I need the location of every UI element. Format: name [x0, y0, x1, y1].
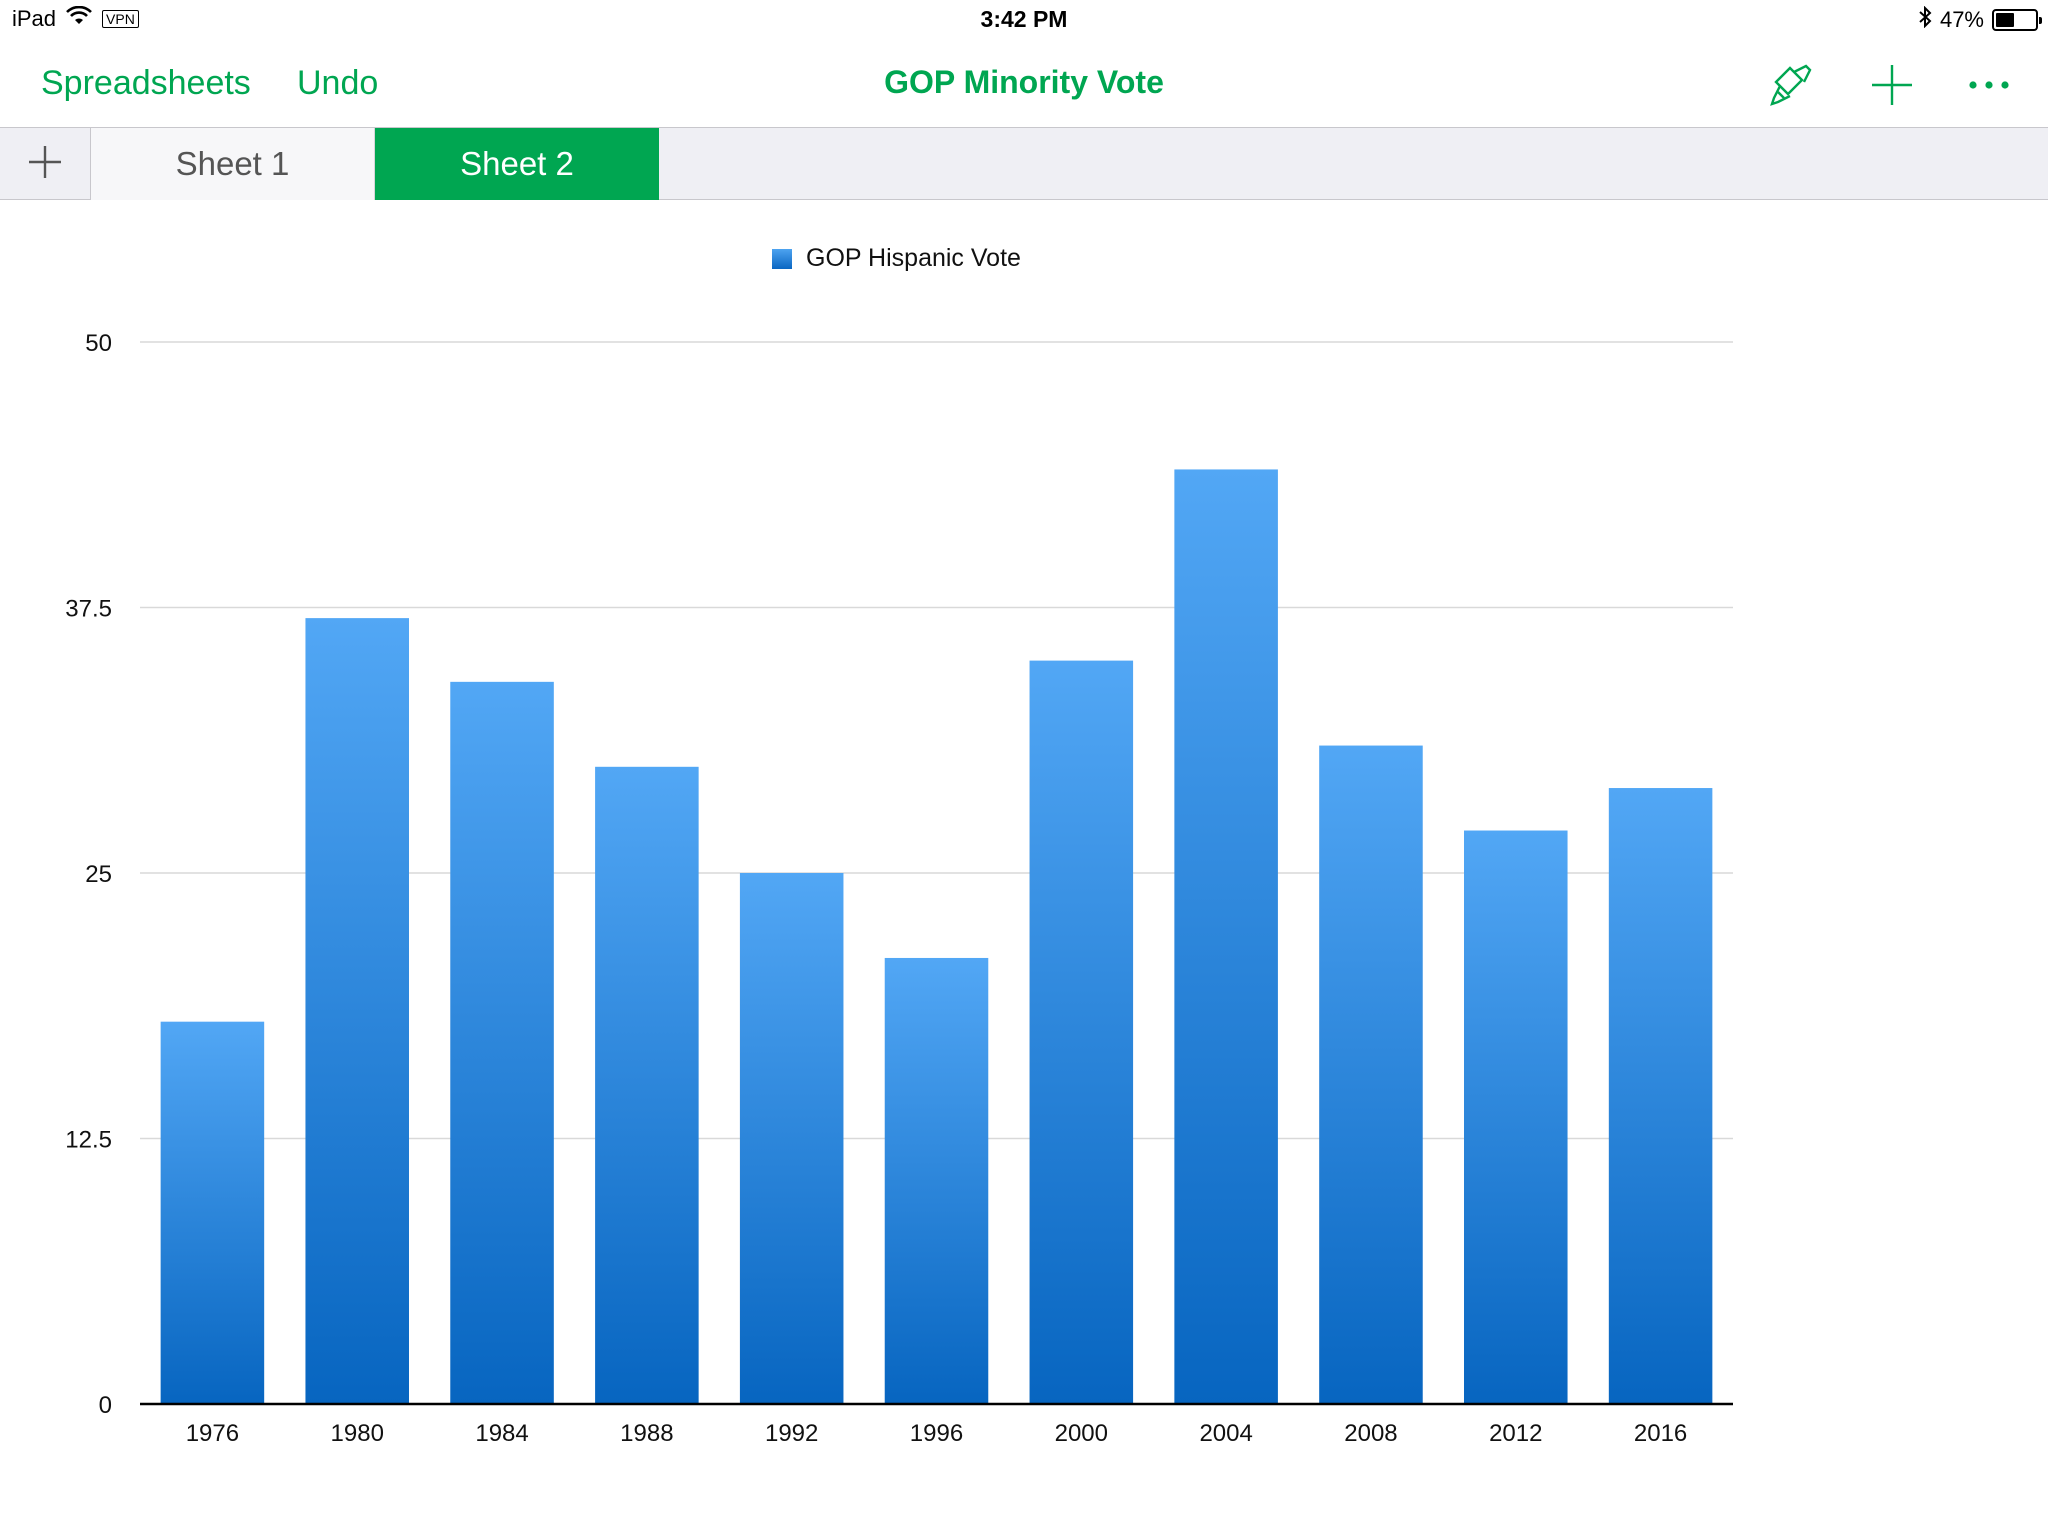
bar-1988 — [595, 766, 699, 1404]
bar-2016 — [1608, 788, 1713, 1404]
add-icon[interactable] — [1867, 60, 1917, 110]
x-tick-label: 1976 — [186, 1420, 239, 1447]
y-tick-label: 37.5 — [65, 596, 112, 623]
tab-sheet-2[interactable]: Sheet 2 — [375, 128, 659, 200]
battery-percent: 47% — [1939, 7, 1984, 32]
legend-swatch — [772, 248, 792, 269]
x-tick-label: 1996 — [910, 1420, 963, 1447]
chart-area: GOP Hispanic Vote 0 12.5 25 37.5 50 1976 1980 1… — [0, 200, 2048, 1536]
bar-1992 — [739, 873, 844, 1404]
x-tick-label: 1992 — [765, 1420, 818, 1447]
spreadsheets-back-button[interactable]: Spreadsheets — [41, 64, 251, 102]
bar-2004 — [1174, 469, 1278, 1404]
y-tick-label: 25 — [85, 861, 112, 888]
device-name: iPad — [12, 6, 57, 31]
status-right: 47% — [1918, 5, 2042, 34]
bar-1980 — [305, 618, 409, 1404]
add-sheet-button[interactable] — [0, 128, 91, 200]
undo-button[interactable]: Undo — [297, 64, 379, 102]
x-tick-label: 2004 — [1199, 1420, 1252, 1447]
sheet-tab-bar: Sheet 1 Sheet 2 — [0, 128, 2048, 200]
legend-label: GOP Hispanic Vote — [806, 244, 1021, 272]
status-bar: iPad VPN 3:42 PM 47% — [0, 0, 2048, 40]
status-time: 3:42 PM — [980, 6, 1068, 32]
wifi-icon — [66, 5, 92, 32]
bar-2008 — [1319, 745, 1423, 1404]
battery-tip — [2039, 17, 2042, 24]
y-tick-label: 12.5 — [65, 1127, 112, 1154]
more-icon[interactable] — [1964, 60, 2014, 110]
battery-icon — [1992, 9, 2042, 31]
x-tick-label: 2008 — [1344, 1420, 1397, 1447]
plus-icon — [28, 145, 62, 184]
tab-sheet-1[interactable]: Sheet 1 — [91, 128, 375, 200]
y-tick-label: 50 — [85, 330, 112, 357]
nav-bar: Spreadsheets Undo GOP Minority Vote — [0, 40, 2048, 128]
bar-chart: 0 12.5 25 37.5 50 1976 1980 1984 1988 1992 1996 200… — [65, 330, 1733, 1447]
x-tick-label: 2000 — [1055, 1420, 1108, 1447]
x-tick-label: 1988 — [620, 1420, 673, 1447]
x-tick-label: 2016 — [1634, 1420, 1687, 1447]
y-tick-label: 0 — [99, 1392, 112, 1419]
status-left: iPad VPN — [12, 5, 139, 32]
paintbrush-icon[interactable] — [1766, 60, 1816, 110]
vpn-badge: VPN — [102, 10, 139, 28]
bar-1976 — [160, 1021, 265, 1404]
bluetooth-icon — [1918, 5, 1932, 34]
battery-fill — [1996, 13, 2014, 27]
x-tick-label: 1980 — [331, 1420, 384, 1447]
bar-1996 — [884, 957, 989, 1404]
chart-legend: GOP Hispanic Vote — [772, 244, 1021, 273]
x-tick-label: 1984 — [475, 1420, 528, 1447]
bar-1984 — [450, 681, 554, 1404]
x-tick-label: 2012 — [1489, 1420, 1542, 1447]
bar-2012 — [1464, 830, 1568, 1404]
bar-2000 — [1029, 660, 1134, 1404]
